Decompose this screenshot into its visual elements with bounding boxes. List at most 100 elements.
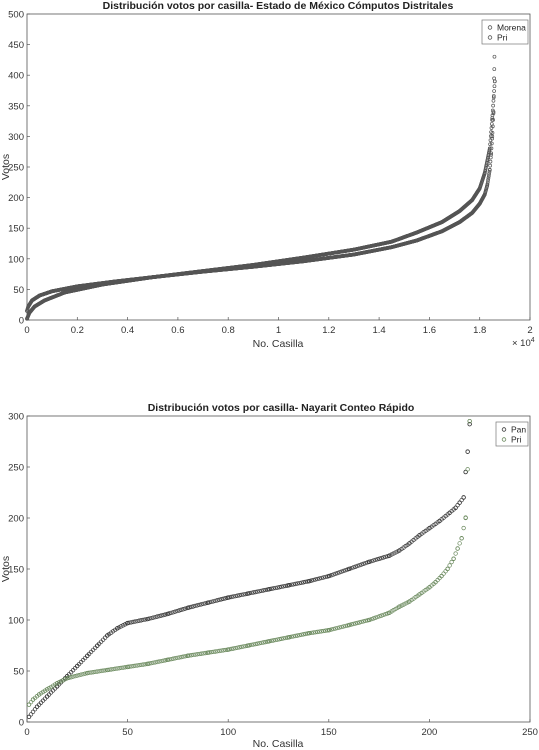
legend-label-pri: Pri <box>497 33 508 43</box>
data-point <box>489 122 494 126</box>
data-point <box>116 666 122 671</box>
data-point <box>255 589 260 594</box>
data-point <box>85 670 90 676</box>
data-point <box>223 596 228 601</box>
data-point <box>470 211 475 215</box>
data-point <box>197 651 202 657</box>
data-point <box>487 148 492 152</box>
x-tick-label: 150 <box>321 727 337 738</box>
data-point <box>185 653 191 658</box>
data-point <box>352 247 356 252</box>
data-point <box>141 662 146 667</box>
data-point <box>126 664 132 669</box>
data-point <box>165 657 170 662</box>
data-point <box>373 557 378 563</box>
data-point <box>490 108 495 113</box>
data-point <box>337 570 342 575</box>
data-point <box>467 418 472 424</box>
data-point <box>439 573 444 579</box>
data-point <box>32 304 37 309</box>
data-point <box>237 593 242 598</box>
data-point <box>118 624 124 629</box>
data-point <box>255 641 260 646</box>
data-point <box>373 615 378 620</box>
data-point <box>483 169 487 174</box>
data-point <box>37 293 42 298</box>
data-point <box>215 598 220 603</box>
data-point <box>229 594 234 600</box>
data-point <box>349 565 354 571</box>
data-point <box>463 469 468 475</box>
data-point <box>319 629 324 634</box>
y-tick-label: 200 <box>8 193 24 204</box>
data-point <box>62 290 67 295</box>
data-point <box>470 198 475 202</box>
data-point <box>271 638 276 643</box>
data-point <box>289 634 294 639</box>
data-point <box>205 600 211 605</box>
data-point <box>249 642 254 648</box>
data-point <box>449 559 454 565</box>
data-point <box>329 627 334 632</box>
data-point <box>115 626 120 631</box>
data-point <box>50 289 55 294</box>
data-point <box>489 126 494 130</box>
data-point <box>482 171 487 175</box>
data-point <box>329 573 334 578</box>
data-point <box>417 592 422 597</box>
data-point <box>457 541 462 546</box>
data-point <box>231 646 236 651</box>
legend-box <box>481 19 529 45</box>
data-point <box>286 583 291 588</box>
data-point <box>275 585 280 590</box>
data-point <box>261 640 266 645</box>
data-point <box>407 599 412 604</box>
x-tick-label: 1.2 <box>322 325 335 336</box>
data-point <box>201 269 205 273</box>
data-point <box>293 581 298 587</box>
data-point <box>70 674 76 679</box>
data-point <box>445 566 450 572</box>
data-point <box>369 558 374 564</box>
data-point <box>139 662 144 668</box>
data-point <box>477 201 482 206</box>
data-point <box>492 54 497 59</box>
data-point <box>351 565 356 570</box>
data-point <box>357 563 362 568</box>
data-point <box>333 626 338 631</box>
data-point <box>157 659 162 664</box>
data-point <box>161 612 166 618</box>
y-tick-label: 50 <box>13 667 24 678</box>
data-point <box>105 667 110 673</box>
data-point <box>361 561 366 566</box>
data-point <box>82 671 88 676</box>
data-point <box>488 159 493 164</box>
data-point <box>94 669 100 674</box>
data-point <box>246 643 251 648</box>
data-point <box>173 656 178 661</box>
data-point <box>266 639 271 644</box>
data-point <box>311 630 316 635</box>
data-point <box>263 587 268 593</box>
data-point <box>179 654 184 660</box>
data-point <box>251 642 256 647</box>
data-point <box>80 671 86 677</box>
data-point <box>355 620 360 626</box>
data-point <box>339 624 344 630</box>
chart-nayarit: Distribución votos por casilla- Nayarit … <box>0 402 538 750</box>
data-point <box>483 166 488 170</box>
data-point <box>447 510 452 516</box>
data-point <box>321 575 326 580</box>
data-point <box>427 585 432 590</box>
data-point <box>353 564 358 569</box>
data-point <box>120 665 126 670</box>
data-point <box>484 164 488 169</box>
data-point <box>226 595 231 600</box>
data-point <box>457 209 462 213</box>
data-point <box>326 628 331 633</box>
x-tick-label: 0.4 <box>121 325 134 336</box>
data-point <box>485 183 490 188</box>
data-point <box>297 632 302 638</box>
data-point <box>263 639 268 645</box>
data-point <box>463 515 468 521</box>
